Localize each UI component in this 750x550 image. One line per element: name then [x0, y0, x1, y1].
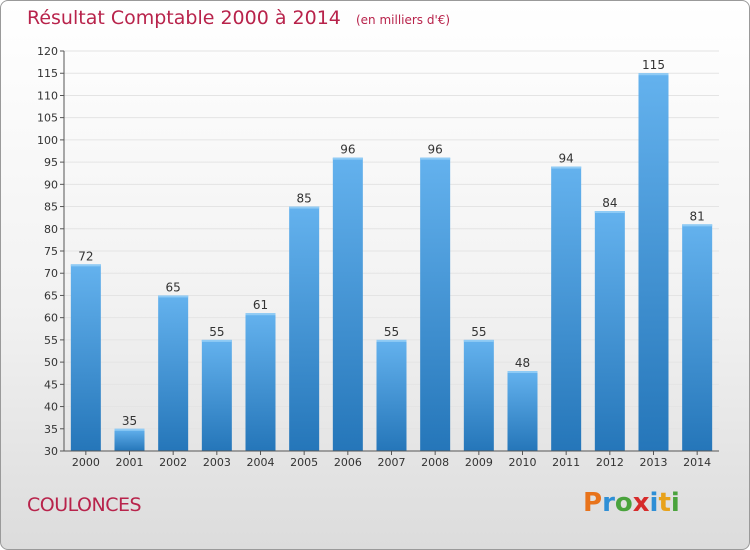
proxiti-logo: Proxiti	[583, 488, 680, 518]
title-row: Résultat Comptable 2000 à 2014 (en milli…	[27, 7, 450, 29]
brand-letter: i	[670, 488, 680, 518]
bar-top-highlight	[376, 339, 407, 342]
brand-letter: t	[658, 488, 671, 518]
y-tick-label: 75	[44, 245, 58, 258]
data-label: 72	[78, 249, 93, 263]
x-tick-label: 2010	[509, 456, 537, 469]
bar-top-highlight	[420, 157, 451, 160]
y-tick-label: 60	[44, 312, 58, 325]
y-tick-label: 90	[44, 178, 58, 191]
x-tick-label: 2011	[552, 456, 580, 469]
bar-2013	[638, 73, 669, 451]
data-label: 35	[122, 414, 137, 428]
bar-top-highlight	[551, 166, 582, 169]
bar-top-highlight	[463, 339, 494, 342]
data-label: 96	[428, 143, 443, 157]
y-tick-label: 100	[37, 134, 58, 147]
chart-subtitle: (en milliers d'€)	[355, 13, 451, 27]
bar-2000	[70, 264, 101, 451]
y-tick-label: 65	[44, 289, 58, 302]
bar-2005	[289, 206, 320, 451]
bar-top-highlight	[332, 157, 363, 160]
bar-2004	[245, 313, 276, 451]
y-tick-label: 55	[44, 334, 58, 347]
data-label: 85	[297, 192, 312, 206]
x-tick-label: 2012	[596, 456, 624, 469]
axes: 30 35 40 45 50 55 60 65 70 75 80 85 90 95 100 105 110 115…	[37, 45, 719, 469]
data-label: 81	[690, 209, 705, 223]
brand-letter: x	[632, 488, 650, 518]
data-label: 96	[340, 143, 355, 157]
bar-2001	[114, 428, 145, 451]
bar-2012	[594, 211, 625, 451]
y-tick-label: 105	[37, 112, 58, 125]
bar-2002	[158, 295, 189, 451]
commune-name: COULONCES	[27, 494, 142, 516]
y-tick-label: 40	[44, 401, 58, 414]
data-label: 115	[642, 58, 665, 72]
y-tick-label: 70	[44, 267, 58, 280]
bar-top-highlight	[114, 428, 145, 431]
y-tick-label: 85	[44, 201, 58, 214]
y-tick-label: 110	[37, 89, 58, 102]
chart-title: Résultat Comptable 2000 à 2014	[27, 7, 341, 29]
y-tick-label: 35	[44, 423, 58, 436]
bar-2003	[201, 339, 232, 451]
x-tick-label: 2007	[378, 456, 406, 469]
data-label: 61	[253, 298, 268, 312]
bar-2011	[551, 166, 582, 452]
data-label: 48	[515, 356, 530, 370]
y-tick-label: 30	[44, 445, 58, 458]
bar-2006	[332, 157, 363, 451]
bar-top-highlight	[682, 224, 713, 227]
bar-top-highlight	[245, 313, 276, 316]
bar-top-highlight	[201, 339, 232, 342]
x-tick-label: 2004	[247, 456, 275, 469]
brand-letter: r	[602, 488, 615, 518]
x-tick-label: 2002	[159, 456, 187, 469]
brand-letter: P	[583, 488, 603, 518]
y-tick-label: 80	[44, 223, 58, 236]
bar-top-highlight	[289, 206, 320, 209]
x-tick-label: 2013	[640, 456, 668, 469]
data-label: 65	[166, 280, 181, 294]
x-tick-label: 2000	[72, 456, 100, 469]
data-label: 55	[209, 325, 224, 339]
bar-2010	[507, 371, 538, 451]
x-tick-label: 2014	[683, 456, 711, 469]
bar-2007	[376, 339, 407, 451]
bar-top-highlight	[638, 73, 669, 76]
y-tick-label: 95	[44, 156, 58, 169]
bar-2014	[682, 224, 713, 451]
data-label: 94	[559, 152, 574, 166]
x-tick-label: 2006	[334, 456, 362, 469]
x-tick-label: 2001	[116, 456, 144, 469]
data-label: 55	[471, 325, 486, 339]
bar-top-highlight	[507, 371, 538, 373]
brand-letter: o	[614, 488, 633, 518]
data-labels: 72 35 65 55 61 85 96 55 96 55 48 94 84 115 81	[78, 58, 705, 428]
bar-top-highlight	[158, 295, 189, 298]
data-label: 84	[602, 196, 617, 210]
x-tick-label: 2005	[290, 456, 318, 469]
bars	[70, 73, 713, 452]
bar-top-highlight	[70, 264, 101, 267]
x-tick-label: 2008	[421, 456, 449, 469]
y-tick-label: 45	[44, 378, 58, 391]
x-tick-label: 2009	[465, 456, 493, 469]
bar-top-highlight	[594, 211, 625, 213]
x-tick-label: 2003	[203, 456, 231, 469]
y-tick-label: 120	[37, 45, 58, 58]
bar-2009	[463, 339, 494, 451]
brand-letter: i	[649, 488, 659, 518]
data-label: 55	[384, 325, 399, 339]
y-tick-label: 115	[37, 67, 58, 80]
y-tick-label: 50	[44, 356, 58, 369]
bar-2008	[420, 157, 451, 451]
